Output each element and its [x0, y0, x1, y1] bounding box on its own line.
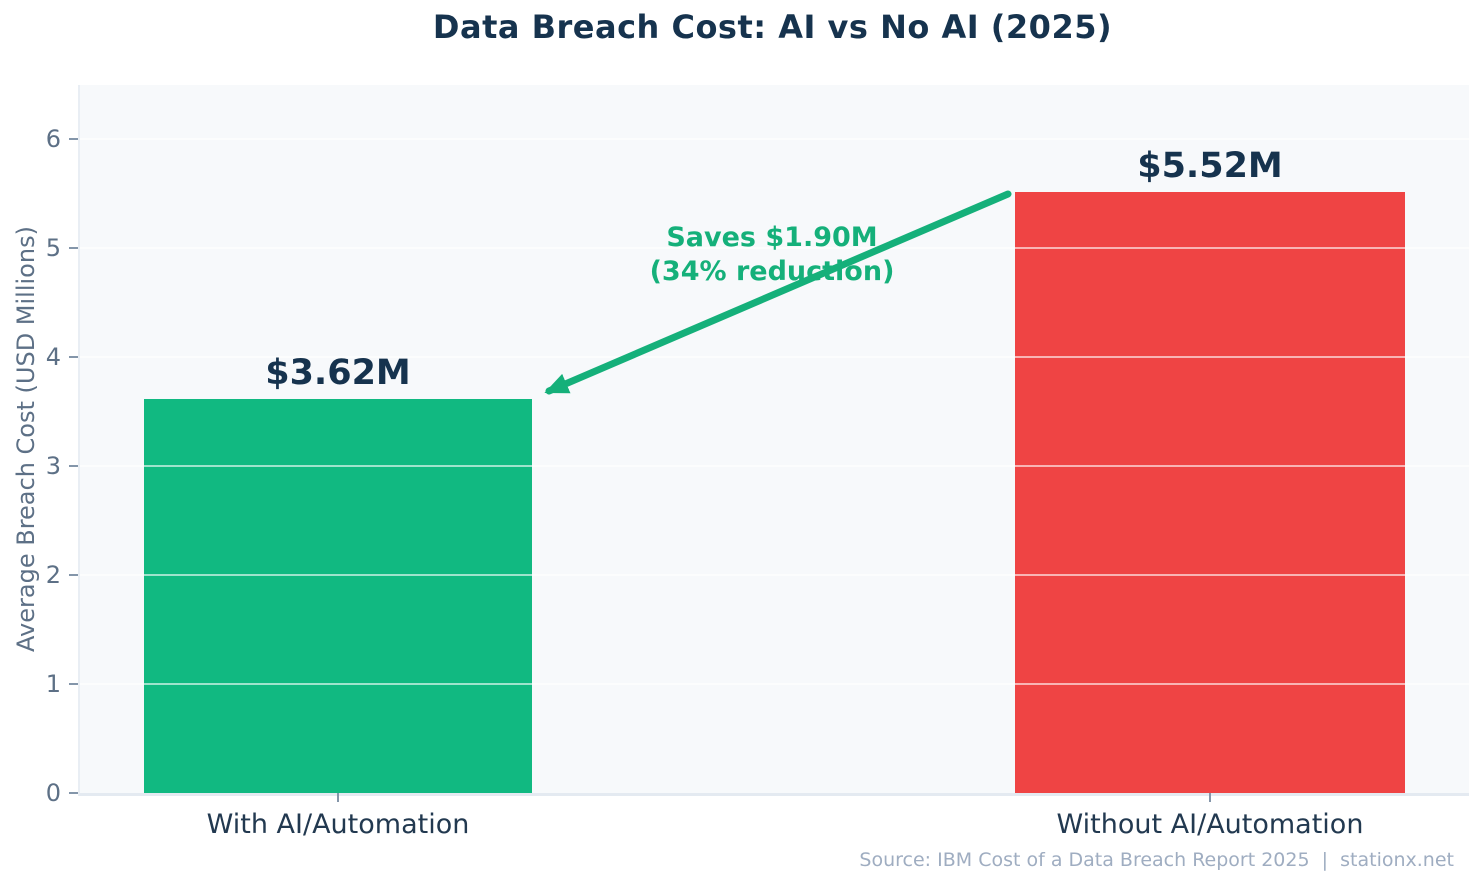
- gridline: [80, 138, 1469, 141]
- y-tick-label: 6: [45, 125, 61, 154]
- bar-column-without-ai: $5.52M Without AI/Automation: [1015, 85, 1405, 840]
- y-tick-label: 3: [45, 452, 61, 481]
- y-tick: [69, 138, 78, 141]
- plot-area: $3.62M With AI/Automation $5.52M Without…: [78, 85, 1469, 840]
- y-tick: [69, 247, 78, 250]
- gridline: [80, 683, 1469, 686]
- y-tick: [69, 683, 78, 686]
- x-tick-without-ai: [1209, 793, 1211, 802]
- chart-title: Data Breach Cost: AI vs No AI (2025): [432, 8, 1113, 46]
- bar-with-ai: [144, 399, 532, 793]
- y-tick-label: 1: [45, 670, 61, 699]
- y-tick-label: 2: [45, 561, 61, 590]
- gridline: [80, 465, 1469, 468]
- y-tick: [69, 356, 78, 359]
- annotation-line2: (34% reduction): [649, 256, 895, 287]
- x-category-label-with-ai: With AI/Automation: [206, 809, 470, 840]
- y-tick: [69, 465, 78, 468]
- bar-column-with-ai: $3.62M With AI/Automation: [144, 85, 532, 840]
- bar-without-ai: [1015, 192, 1405, 793]
- y-axis: 0 1 2 3 4 5 6: [0, 85, 78, 807]
- y-tick: [69, 574, 78, 577]
- gridline: [80, 574, 1469, 577]
- bar-value-label-without-ai: $5.52M: [1137, 146, 1283, 186]
- y-tick-label: 5: [45, 234, 61, 263]
- y-tick-label: 4: [45, 343, 61, 372]
- y-tick: [69, 792, 78, 794]
- bar-value-label-with-ai: $3.62M: [265, 353, 411, 393]
- source-credit: Source: IBM Cost of a Data Breach Report…: [859, 849, 1454, 871]
- annotation-line1: Saves $1.90M: [666, 222, 878, 253]
- savings-annotation: Saves $1.90M (34% reduction): [650, 221, 895, 289]
- x-category-label-without-ai: Without AI/Automation: [1056, 809, 1364, 840]
- y-tick-label: 0: [45, 779, 61, 807]
- x-tick-with-ai: [337, 793, 339, 802]
